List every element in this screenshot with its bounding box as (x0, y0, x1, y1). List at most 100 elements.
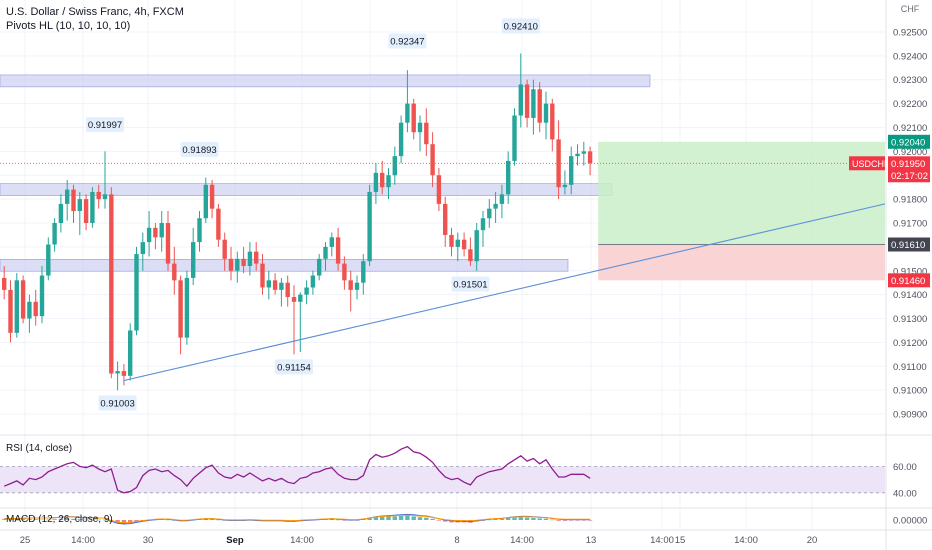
price-tick-label: 0.91700 (893, 219, 927, 230)
candle-body (373, 172, 379, 192)
candle-body (172, 263, 177, 281)
macd-histogram-bar (524, 517, 530, 520)
candle-body (480, 218, 486, 231)
candle-body (468, 249, 473, 262)
macd-histogram-bar (14, 519, 19, 521)
candle-body (222, 239, 227, 259)
macd-histogram-bar (398, 516, 404, 520)
candle-body (335, 237, 341, 264)
candle-body (581, 151, 586, 154)
pivot-label: 0.91501 (453, 280, 487, 291)
time-tick-label: 14:00 (650, 535, 674, 546)
candle-body (77, 199, 82, 212)
macd-histogram-bar (512, 517, 517, 520)
price-tick-label: 0.90900 (893, 410, 927, 421)
candle-body (20, 280, 26, 319)
last-price-tag: 0.91950 (891, 159, 925, 170)
macd-histogram-bar (216, 519, 221, 521)
macd-histogram-bar (71, 518, 76, 520)
macd-histogram-bar (487, 519, 492, 521)
candle-body (216, 208, 221, 240)
candle-body (159, 223, 164, 238)
time-tick-label: 14:00 (71, 535, 95, 546)
macd-histogram-bar (380, 516, 385, 520)
macd-histogram-bar (430, 518, 435, 520)
price-tick-label: 0.91400 (893, 290, 927, 301)
indicator-label: Pivots HL (10, 10, 10, 10) (6, 20, 131, 32)
candle-body (27, 301, 32, 319)
candle-body (39, 275, 45, 317)
candle-body (203, 184, 208, 219)
candle-body (424, 122, 429, 145)
candle-body (102, 194, 108, 200)
candle-body (506, 160, 511, 195)
macd-histogram-bar (65, 518, 70, 520)
candle-body (260, 263, 265, 288)
macd-histogram-bar (392, 516, 397, 520)
signal-line (4, 514, 591, 524)
candle-body (8, 289, 13, 333)
candle-body (411, 103, 416, 133)
price-tick-label: 0.92100 (893, 123, 927, 134)
candle-body (241, 258, 246, 266)
candle-body (323, 246, 328, 259)
candle-body (569, 156, 574, 185)
candle-body (348, 280, 353, 290)
candle-body (285, 282, 290, 298)
macd-histogram-bar (335, 519, 341, 521)
time-tick-label: Sep (226, 535, 244, 546)
candle-body (367, 191, 372, 262)
price-tick-label: 0.92500 (893, 27, 927, 38)
candle-body (493, 203, 498, 209)
candle-body (279, 282, 284, 290)
macd-histogram-bar (209, 519, 215, 520)
candle-body (361, 261, 366, 283)
candle-body (272, 280, 278, 290)
macd-histogram-bar (121, 520, 127, 524)
price-tick-label: 0.92400 (893, 51, 927, 62)
candle-body (134, 254, 139, 331)
candle-body (562, 184, 568, 188)
time-tick-label: 6 (367, 535, 372, 546)
candle-body (2, 277, 7, 290)
pivot-label-box (86, 117, 124, 133)
macd-histogram-bar (411, 516, 416, 520)
macd-histogram-bar (329, 518, 334, 520)
sr-zone (0, 259, 569, 272)
candle-body (342, 263, 347, 281)
macd-histogram-bar (77, 519, 82, 520)
time-tick-label: 13 (586, 535, 597, 546)
candle-body (329, 237, 334, 247)
macd-histogram-bar (575, 520, 580, 521)
trendline (123, 203, 886, 382)
macd-histogram-bar (405, 515, 410, 520)
candle-body (140, 242, 145, 255)
price-tick-label: 0.91500 (893, 266, 927, 277)
time-tick-label: 30 (143, 535, 154, 546)
price-tag-bg (888, 237, 930, 252)
candle-body (235, 258, 240, 271)
candle-body (90, 191, 95, 223)
candle-body (380, 172, 385, 188)
pivot-label: 0.92410 (504, 21, 538, 32)
candle-body (392, 156, 397, 176)
macd-histogram-bar (587, 520, 593, 521)
macd-histogram-bar (569, 520, 574, 521)
price-tag-bg (888, 273, 930, 288)
candle-body (153, 227, 158, 238)
candle-body (33, 301, 38, 317)
price-tag: 0.91610 (891, 240, 925, 251)
candle-body (354, 282, 360, 290)
candle-body (65, 189, 70, 204)
pivot-label: 0.91893 (182, 145, 216, 156)
macd-histogram-bar (543, 518, 549, 520)
candle-body (543, 103, 549, 123)
price-tick-label: 0.91200 (893, 338, 927, 349)
pivot-label-box (501, 18, 540, 34)
candle-body (310, 275, 316, 288)
candle-body (474, 230, 479, 262)
pivot-label: 0.91003 (100, 398, 134, 409)
macd-histogram-bar (96, 519, 101, 521)
macd-histogram-bar (203, 518, 208, 520)
